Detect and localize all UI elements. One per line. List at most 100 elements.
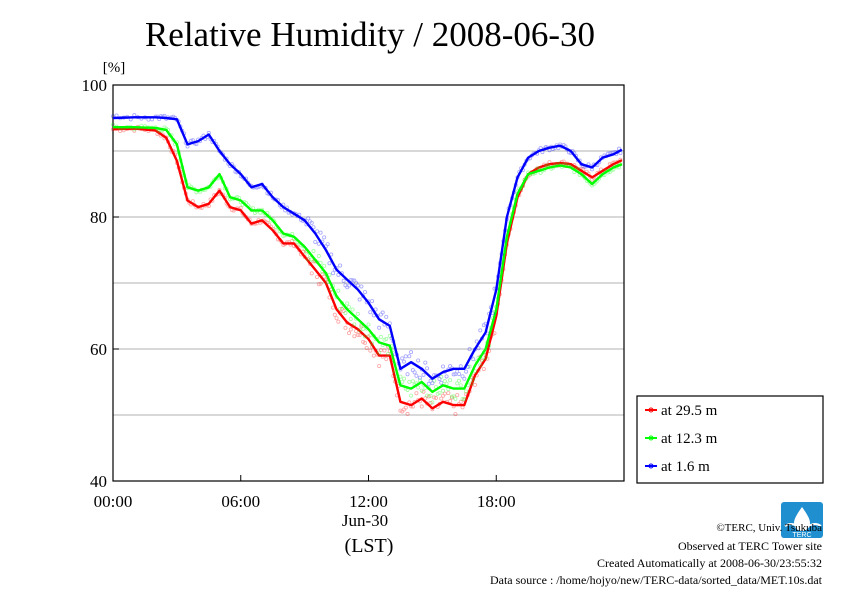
data-point <box>348 317 353 322</box>
data-point <box>449 394 454 399</box>
data-point <box>318 281 323 286</box>
data-point <box>442 379 447 384</box>
series-line <box>112 127 623 410</box>
data-point <box>448 364 453 369</box>
data-point <box>401 376 406 381</box>
data-point <box>405 372 410 377</box>
terc-logo-text: TERC <box>792 532 811 539</box>
data-point <box>377 350 382 355</box>
legend-marker <box>648 407 654 413</box>
data-point <box>430 381 435 386</box>
series-scatter <box>111 113 623 386</box>
data-point <box>352 334 357 339</box>
data-point <box>366 322 371 327</box>
series-line <box>112 116 623 380</box>
data-point <box>306 216 311 221</box>
data-point <box>352 278 357 283</box>
data-point <box>467 364 472 369</box>
data-point <box>346 331 351 336</box>
data-point <box>346 283 351 288</box>
data-point <box>371 353 376 358</box>
data-point <box>341 308 346 313</box>
data-point <box>370 341 375 346</box>
data-point <box>478 363 483 368</box>
data-point <box>338 306 343 311</box>
data-point <box>357 297 362 302</box>
data-point <box>481 366 486 371</box>
data-point <box>456 378 461 383</box>
data-point <box>380 310 385 315</box>
data-point <box>336 288 341 293</box>
data-point <box>377 363 382 368</box>
data-point <box>480 357 485 362</box>
data-point <box>435 391 440 396</box>
data-point <box>322 235 327 240</box>
legend-label: at 1.6 m <box>661 459 710 475</box>
data-point <box>343 311 348 316</box>
data-point <box>384 357 389 362</box>
series-2 <box>111 113 623 386</box>
data-point <box>446 391 451 396</box>
x-tick-label: 18:00 <box>477 492 516 511</box>
data-point <box>430 400 435 405</box>
data-point <box>432 378 437 383</box>
y-tick-label: 40 <box>90 472 107 491</box>
copyright-text: ©TERC, Univ. Tsukuba <box>716 522 822 534</box>
x-axis-label: (LST) <box>345 535 394 557</box>
legend-marker <box>648 463 654 469</box>
data-point <box>437 390 442 395</box>
terc-logo: TERC <box>781 502 823 539</box>
legend-marker <box>648 435 654 441</box>
data-point <box>414 391 419 396</box>
data-point <box>401 407 406 412</box>
data-point <box>421 389 426 394</box>
x-tick-label: 06:00 <box>221 492 260 511</box>
series-scatter <box>111 122 623 405</box>
data-point <box>444 381 449 386</box>
data-point <box>322 263 327 268</box>
data-point <box>451 394 456 399</box>
data-point <box>343 283 348 288</box>
data-point <box>458 383 463 388</box>
data-point <box>426 381 431 386</box>
data-point <box>306 257 311 262</box>
data-point <box>444 374 449 379</box>
data-point <box>425 393 430 398</box>
data-point <box>471 357 476 362</box>
data-point <box>322 274 327 279</box>
data-point <box>462 396 467 401</box>
data-point <box>483 355 488 360</box>
data-point <box>439 380 444 385</box>
data-point <box>370 299 375 304</box>
chart-title: Relative Humidity / 2008-06-30 <box>145 15 595 54</box>
data-point <box>350 307 355 312</box>
data-point <box>441 364 446 369</box>
x-date-label: Jun-30 <box>342 511 388 530</box>
data-point <box>476 346 481 351</box>
data-point <box>469 381 474 386</box>
data-point <box>339 307 344 312</box>
data-point <box>400 379 405 384</box>
data-point <box>350 278 355 283</box>
data-point <box>345 301 350 306</box>
data-point <box>458 399 463 404</box>
data-point <box>352 322 357 327</box>
data-point <box>146 117 151 122</box>
data-point <box>455 381 460 386</box>
data-point <box>478 328 483 333</box>
data-point <box>456 371 461 376</box>
data-point <box>398 408 403 413</box>
data-point <box>419 388 424 393</box>
series-layer <box>111 113 623 417</box>
x-tick-labels: 00:00 06:00 12:00 18:00 <box>94 475 516 511</box>
data-point <box>464 389 469 394</box>
x-tick-label: 12:00 <box>349 492 388 511</box>
data-point <box>354 280 359 285</box>
data-point <box>472 382 477 387</box>
data-point <box>316 254 321 259</box>
data-point <box>368 348 373 353</box>
data-source-text: Data source : /home/hojyo/new/TERC-data/… <box>490 573 823 587</box>
legend: at 29.5 m at 12.3 m at 1.6 m <box>636 395 824 484</box>
data-point <box>403 354 408 359</box>
y-axis-unit-label: [%] <box>103 60 126 76</box>
